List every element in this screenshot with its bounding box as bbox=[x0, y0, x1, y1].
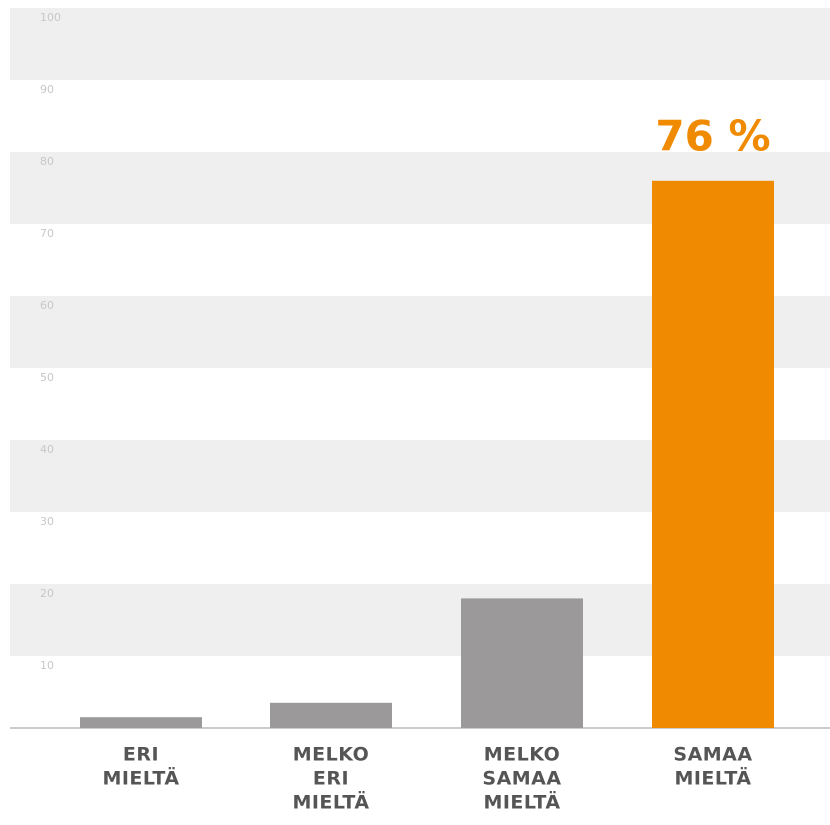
grid-band bbox=[10, 8, 830, 80]
y-tick-label: 50 bbox=[40, 371, 54, 384]
y-tick-label: 90 bbox=[40, 83, 54, 96]
y-tick-label: 60 bbox=[40, 299, 54, 312]
bar bbox=[652, 180, 774, 729]
bar bbox=[270, 702, 392, 728]
x-tick-label: SAMAA bbox=[673, 744, 752, 766]
x-tick-label: SAMAA bbox=[482, 768, 561, 790]
bar bbox=[461, 598, 583, 728]
y-tick-label: 30 bbox=[40, 515, 54, 528]
x-tick-label: MIELTÄ bbox=[102, 766, 179, 790]
x-tick-label: MELKO bbox=[293, 744, 370, 766]
x-tick-label: ERI bbox=[313, 768, 349, 790]
y-tick-label: 40 bbox=[40, 443, 54, 456]
y-tick-label: 10 bbox=[40, 659, 54, 672]
y-tick-label: 20 bbox=[40, 587, 54, 600]
x-tick-label: MIELTÄ bbox=[674, 766, 751, 790]
bar bbox=[80, 717, 202, 728]
x-tick-label: ERI bbox=[123, 744, 159, 766]
y-tick-label: 100 bbox=[40, 11, 61, 24]
y-tick-label: 70 bbox=[40, 227, 54, 240]
x-tick-label: MIELTÄ bbox=[292, 790, 369, 814]
y-tick-label: 80 bbox=[40, 155, 54, 168]
value-label: 76 % bbox=[655, 111, 770, 160]
x-tick-label: MIELTÄ bbox=[483, 790, 560, 814]
x-tick-label: MELKO bbox=[484, 744, 561, 766]
